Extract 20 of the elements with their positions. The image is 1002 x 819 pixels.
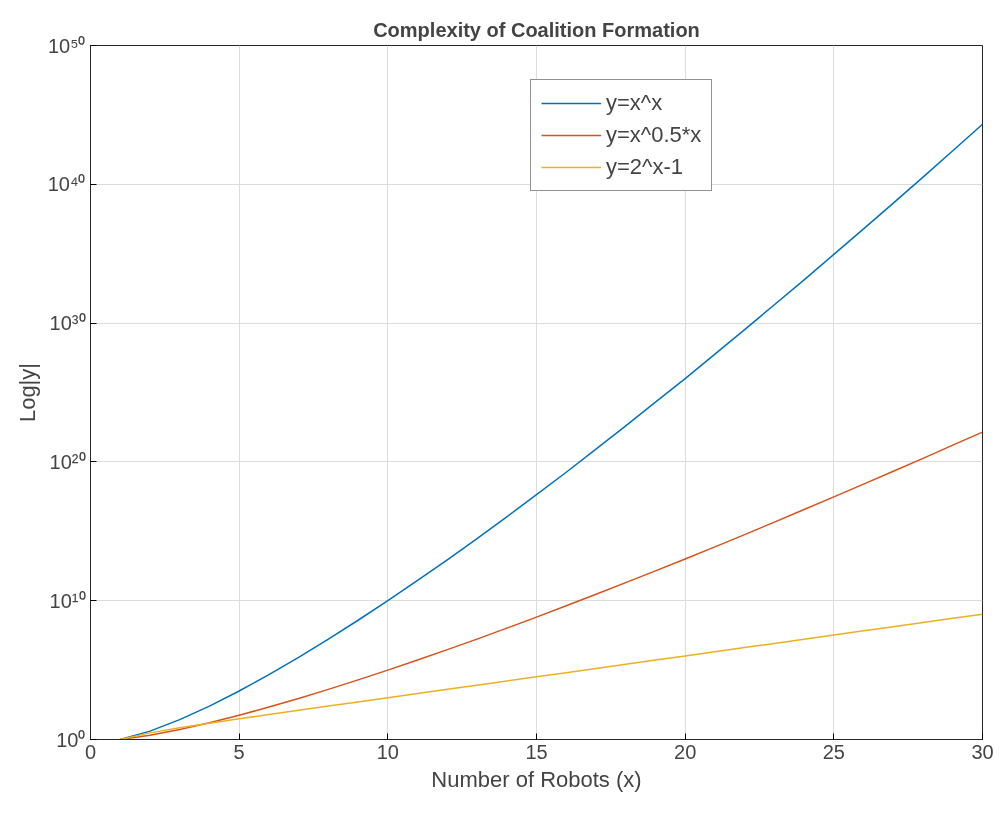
y-tick-label: 10⁵⁰ <box>47 34 86 57</box>
y-tick-label: 10³⁰ <box>49 312 86 335</box>
legend-label: y=x^x <box>606 90 663 116</box>
x-tick-label: 0 <box>84 740 97 763</box>
legend-label: y=2^x-1 <box>606 154 683 180</box>
x-axis-title: Number of Robots (x) <box>431 766 642 792</box>
y-tick-label: 10⁴⁰ <box>47 173 86 196</box>
y-tick-label: 10⁰ <box>56 728 86 751</box>
legend-label: y=x^0.5*x <box>606 122 702 148</box>
x-tick-label: 15 <box>525 740 548 763</box>
x-tick-label: 25 <box>822 740 845 763</box>
x-tick-label: 20 <box>674 740 697 763</box>
x-tick-label: 30 <box>971 740 994 763</box>
x-tick-label: 5 <box>233 740 245 763</box>
y-tick-label: 10¹⁰ <box>49 589 86 612</box>
chart-title: Complexity of Coalition Formation <box>373 18 700 41</box>
x-tick-label: 10 <box>376 740 399 763</box>
line-series <box>119 613 983 740</box>
y-axis-title: Log|y| <box>14 362 40 423</box>
y-tick-label: 10²⁰ <box>49 450 86 473</box>
